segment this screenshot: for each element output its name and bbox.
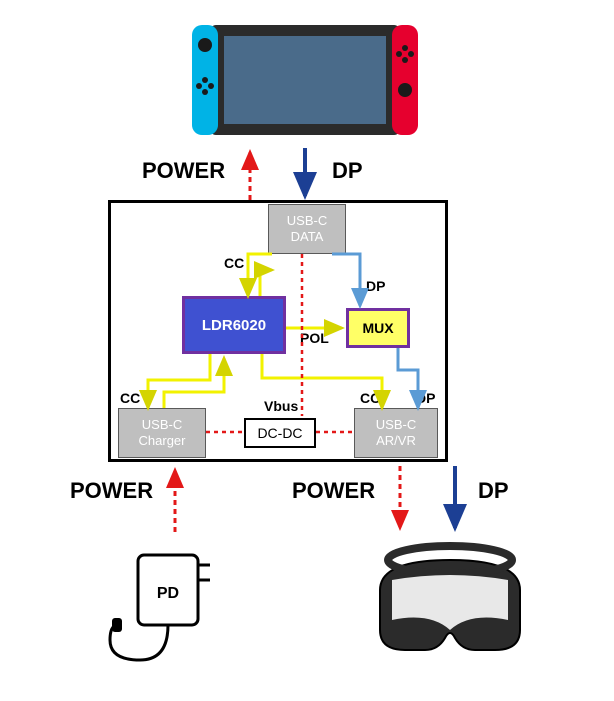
label-power-bl: POWER xyxy=(70,478,153,504)
node-usbc-data: USB-C DATA xyxy=(268,204,346,254)
node-usbc-charger: USB-C Charger xyxy=(118,408,206,458)
node-dcdc: DC-DC xyxy=(244,418,316,448)
label-power-top: POWER xyxy=(142,158,225,184)
vr-headset-icon xyxy=(380,546,520,650)
pd-charger-icon: PD xyxy=(110,555,210,660)
label-dp-top: DP xyxy=(332,158,363,184)
edge-label-cc-bl: CC xyxy=(120,390,140,406)
edge-label-vbus: Vbus xyxy=(264,398,298,414)
edge-label-cc-tl: CC xyxy=(224,255,244,271)
edge-label-dp-tr: DP xyxy=(366,278,385,294)
edge-label-dp-br2: DP xyxy=(416,390,435,406)
switch-console-icon xyxy=(192,25,418,135)
edge-label-pol: POL xyxy=(300,330,329,346)
node-usbc-arvr: USB-C AR/VR xyxy=(354,408,438,458)
label-dp-br: DP xyxy=(478,478,509,504)
label-power-br: POWER xyxy=(292,478,375,504)
pd-charger-label: PD xyxy=(157,585,179,602)
node-mux: MUX xyxy=(346,308,410,348)
node-ldr6020: LDR6020 xyxy=(182,296,286,354)
edge-label-cc-br: CC xyxy=(360,390,380,406)
